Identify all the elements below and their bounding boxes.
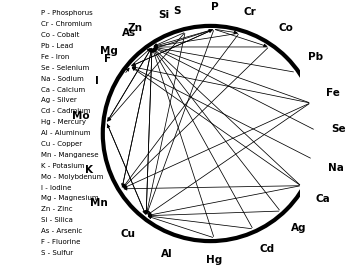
- Text: Cr: Cr: [244, 7, 256, 17]
- Text: Mg: Mg: [100, 46, 118, 56]
- Text: P: P: [211, 2, 219, 13]
- Text: Si: Si: [158, 10, 169, 20]
- Text: Mn - Manganese: Mn - Manganese: [41, 152, 99, 158]
- Text: Na: Na: [328, 163, 344, 173]
- Text: Mn: Mn: [90, 198, 108, 208]
- Text: Ca: Ca: [315, 194, 330, 204]
- Text: As - Arsenic: As - Arsenic: [41, 228, 82, 234]
- Text: K - Potasium: K - Potasium: [41, 163, 85, 169]
- Text: Fe: Fe: [326, 88, 340, 98]
- Text: Cu - Copper: Cu - Copper: [41, 141, 82, 147]
- Text: Co: Co: [278, 23, 293, 33]
- Text: P - Phosphorus: P - Phosphorus: [41, 10, 93, 16]
- Text: Ag: Ag: [291, 223, 307, 233]
- Text: Se: Se: [331, 124, 346, 134]
- Text: Mg - Magnesium: Mg - Magnesium: [41, 195, 99, 202]
- Text: S - Sulfur: S - Sulfur: [41, 250, 73, 256]
- Text: Cd: Cd: [260, 244, 275, 254]
- Text: F - Fluorine: F - Fluorine: [41, 239, 81, 245]
- Text: Mo: Mo: [72, 111, 90, 121]
- Text: Si - Silica: Si - Silica: [41, 217, 73, 223]
- Text: Hg - Mercury: Hg - Mercury: [41, 119, 86, 125]
- Text: Ca - Calcium: Ca - Calcium: [41, 87, 86, 93]
- Text: Na - Sodium: Na - Sodium: [41, 76, 84, 82]
- Text: Pb: Pb: [308, 52, 324, 62]
- Text: Cu: Cu: [121, 229, 136, 239]
- Text: Ag - Silver: Ag - Silver: [41, 97, 77, 103]
- Text: Co - Cobalt: Co - Cobalt: [41, 32, 80, 38]
- Text: I: I: [95, 76, 99, 86]
- Text: As: As: [122, 28, 136, 38]
- Text: S: S: [174, 6, 181, 16]
- Text: Al: Al: [161, 249, 173, 259]
- Text: Fe - Iron: Fe - Iron: [41, 54, 70, 60]
- Text: Zn: Zn: [128, 23, 143, 33]
- Text: Pb - Lead: Pb - Lead: [41, 43, 73, 49]
- Text: Al - Aluminum: Al - Aluminum: [41, 130, 91, 136]
- Text: I - Iodine: I - Iodine: [41, 184, 72, 191]
- Text: Hg: Hg: [206, 254, 223, 265]
- Text: Mo - Molybdenum: Mo - Molybdenum: [41, 174, 104, 180]
- Text: Cr - Chromium: Cr - Chromium: [41, 21, 92, 27]
- Text: K: K: [85, 165, 93, 175]
- Text: F: F: [104, 54, 111, 64]
- Text: Zn - Zinc: Zn - Zinc: [41, 206, 73, 212]
- Text: Cd - Cadmium: Cd - Cadmium: [41, 108, 91, 114]
- Text: Se - Selenium: Se - Selenium: [41, 65, 89, 71]
